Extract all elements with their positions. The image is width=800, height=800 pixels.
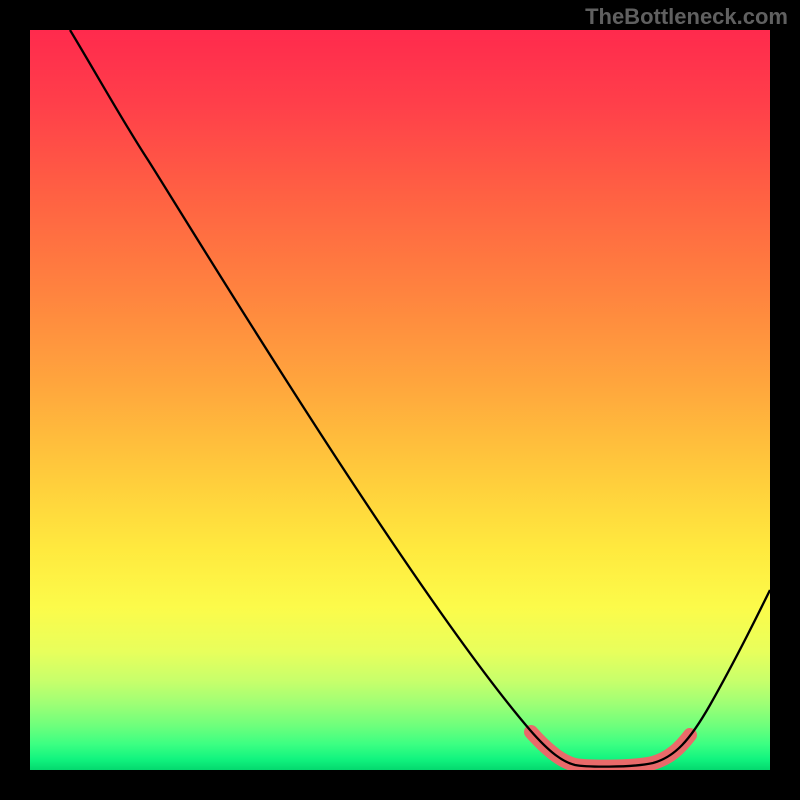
curve-svg bbox=[30, 30, 770, 770]
plot-area bbox=[30, 30, 770, 770]
main-curve bbox=[70, 30, 770, 767]
highlight-segment bbox=[531, 732, 690, 767]
watermark-text: TheBottleneck.com bbox=[585, 4, 788, 30]
